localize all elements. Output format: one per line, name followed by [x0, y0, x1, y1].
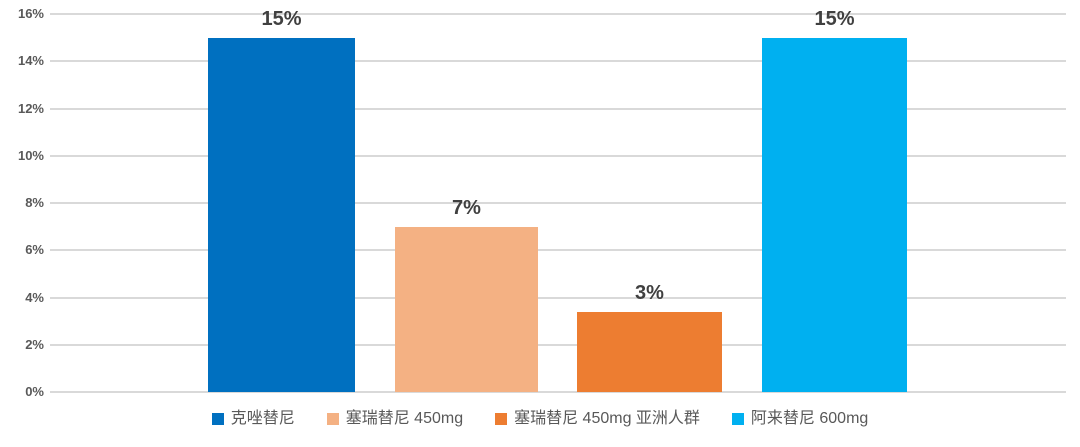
legend-swatch-icon: [211, 413, 224, 425]
gridline-6: [50, 249, 1066, 252]
legend-label: 塞瑞替尼 450mg: [345, 410, 464, 427]
legend-label: 克唑替尼: [230, 410, 295, 427]
y-axis-tick-16: 16%: [17, 6, 44, 21]
legend-item-ceritinib-450mg-asian: 塞瑞替尼 450mg 亚洲人群: [495, 410, 700, 428]
y-axis-tick-6: 6%: [25, 242, 44, 258]
legend-swatch-icon: [495, 413, 508, 425]
gridline-2: [50, 343, 1066, 346]
bar-alectinib-600mg: [762, 38, 907, 392]
data-label-crizotinib: 15%: [261, 8, 302, 30]
y-axis-tick-12: 12%: [17, 100, 44, 116]
gridline-8: [50, 202, 1066, 204]
y-axis-tick-8: 8%: [25, 195, 44, 210]
y-axis-tick-0: 0%: [25, 384, 44, 399]
y-axis-tick-14: 14%: [17, 53, 44, 69]
bar-ceritinib-450mg: [395, 227, 538, 392]
y-axis-tick-10: 10%: [17, 147, 44, 163]
legend-label: 阿来替尼 600mg: [750, 410, 869, 427]
bar-crizotinib: [208, 38, 355, 392]
y-axis-tick-2: 2%: [25, 336, 44, 352]
legend-label: 塞瑞替尼 450mg 亚洲人群: [514, 410, 700, 427]
data-label-alectinib-600mg: 15%: [814, 8, 855, 30]
gridline-10: [50, 154, 1066, 157]
legend-item-ceritinib-450mg: 塞瑞替尼 450mg: [326, 410, 464, 428]
gridline-0: [50, 391, 1066, 393]
gridline-16: [50, 13, 1066, 15]
bar-ceritinib-450mg-asian: [577, 312, 722, 392]
legend-swatch-icon: [326, 413, 339, 425]
legend: 克唑替尼 塞瑞替尼 450mg 塞瑞替尼 450mg 亚洲人群 阿来替尼 600mg: [0, 410, 1080, 428]
gridline-14: [50, 60, 1066, 63]
data-label-ceritinib-450mg: 7%: [452, 197, 481, 219]
plot-area: 15% 7% 3% 15%: [50, 9, 1066, 393]
data-label-ceritinib-450mg-asian: 3%: [635, 282, 664, 304]
legend-swatch-icon: [731, 413, 744, 425]
legend-item-alectinib-600mg: 阿来替尼 600mg: [731, 410, 869, 428]
gridline-12: [50, 107, 1066, 110]
legend-item-crizotinib: 克唑替尼: [211, 410, 295, 428]
gridline-4: [50, 296, 1066, 299]
y-axis-tick-4: 4%: [25, 289, 44, 305]
